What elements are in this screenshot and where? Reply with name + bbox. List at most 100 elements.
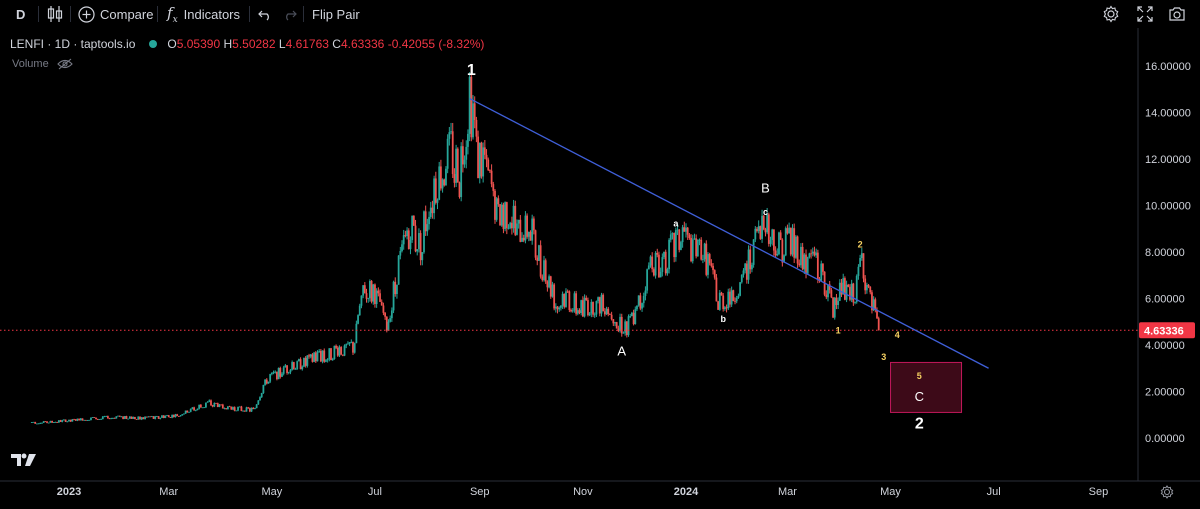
- candle-body: [671, 233, 674, 235]
- candle-body: [338, 347, 341, 356]
- target-zone[interactable]: [890, 361, 963, 413]
- candle-body: [850, 283, 853, 300]
- candle-body: [73, 419, 75, 421]
- candle-body: [328, 348, 331, 360]
- candle-body: [66, 421, 69, 423]
- candle-body: [95, 417, 97, 420]
- volume-legend[interactable]: Volume: [12, 58, 73, 70]
- candle-body: [489, 170, 491, 171]
- candle-body: [79, 418, 82, 421]
- candle-body: [291, 362, 294, 370]
- candle-body: [265, 379, 268, 384]
- candle-body: [407, 230, 410, 250]
- gear-icon[interactable]: [1102, 0, 1120, 28]
- candle-body: [463, 159, 466, 165]
- undo-icon[interactable]: [258, 0, 272, 28]
- candle-body: [306, 355, 309, 366]
- candle-body: [399, 250, 402, 256]
- candle-body: [656, 252, 659, 255]
- candle-body: [729, 291, 731, 305]
- price-tick-label: 4.00000: [1145, 340, 1185, 352]
- fullscreen-icon[interactable]: [1137, 0, 1153, 28]
- candle-body: [451, 131, 454, 175]
- candle-body: [161, 415, 163, 418]
- candle-body: [276, 371, 278, 380]
- candle-body: [568, 291, 571, 310]
- candle-body: [505, 202, 508, 229]
- candle-body: [494, 190, 496, 220]
- wave-label: 5: [917, 371, 922, 381]
- candle-body: [840, 282, 843, 295]
- redo-icon[interactable]: [283, 0, 297, 28]
- wave-label: 4: [895, 330, 900, 340]
- price-tick-label: 16.00000: [1145, 61, 1191, 73]
- candle-body: [69, 419, 72, 422]
- candle-body: [414, 225, 417, 252]
- candle-body: [245, 407, 248, 412]
- candle-body: [326, 359, 329, 361]
- candle-body: [539, 245, 542, 277]
- candle-body: [243, 410, 246, 412]
- candle-body: [46, 421, 48, 423]
- candle-body: [707, 254, 709, 275]
- camera-icon[interactable]: [1168, 0, 1186, 28]
- candle-body: [193, 407, 195, 411]
- indicators-button[interactable]: fx Indicators: [167, 0, 240, 28]
- candle-body: [598, 297, 601, 314]
- candle-body: [221, 404, 224, 409]
- indicators-label: Indicators: [183, 6, 241, 22]
- candle-body: [536, 257, 539, 261]
- candle-body: [336, 347, 339, 356]
- candle-body: [418, 233, 420, 250]
- candle-body: [458, 182, 461, 198]
- interval-button[interactable]: D: [16, 6, 26, 22]
- candle-body: [281, 373, 283, 377]
- candle-body: [183, 413, 185, 415]
- candle-body: [864, 278, 867, 291]
- candle-body: [379, 293, 381, 302]
- candle-body: [566, 291, 569, 293]
- candle-body: [277, 367, 280, 380]
- current-price-tag: [1139, 322, 1195, 339]
- time-tick-label: Mar: [159, 486, 178, 498]
- symbol-title[interactable]: LENFI · 1D · taptools.io: [10, 37, 136, 51]
- candle-body: [715, 277, 718, 302]
- open-value: 5.05390: [176, 37, 221, 51]
- eye-off-icon[interactable]: [56, 58, 73, 70]
- time-tick-label: Sep: [470, 486, 490, 498]
- flip-pair-button[interactable]: Flip Pair: [312, 6, 360, 22]
- chart-settings-icon[interactable]: [1160, 485, 1174, 499]
- candle-body: [353, 343, 356, 353]
- candle-body: [108, 418, 111, 420]
- candle-body: [510, 222, 513, 229]
- price-chart[interactable]: 1 Aa b Bc 1 2 3 4 5 C 2 16.00000 14.00000 12.00000 10…: [0, 28, 1200, 509]
- candle-body: [485, 154, 488, 160]
- candle-body: [757, 226, 760, 232]
- candle-body: [186, 410, 189, 413]
- candle-body: [627, 316, 630, 336]
- volume-label: Volume: [12, 58, 49, 70]
- candle-body: [810, 253, 812, 255]
- candle-body: [367, 298, 370, 300]
- candle-body: [167, 415, 170, 418]
- candle-body: [717, 301, 720, 310]
- candle-body: [257, 400, 260, 405]
- candle-body: [147, 416, 150, 418]
- candle-body: [556, 306, 559, 310]
- candle-body: [262, 384, 265, 393]
- candle-body: [428, 216, 430, 225]
- candle-body: [301, 366, 304, 370]
- candle-body: [166, 415, 168, 417]
- candle-body: [139, 416, 141, 420]
- candle-body: [860, 253, 863, 258]
- candles-icon[interactable]: [47, 0, 63, 28]
- candle-body: [647, 265, 650, 270]
- candle-body: [377, 290, 380, 294]
- tradingview-logo: [9, 451, 39, 471]
- trendline[interactable]: [469, 97, 989, 369]
- compare-button[interactable]: Compare: [78, 0, 153, 28]
- candle-body: [137, 416, 140, 420]
- candle-body: [309, 354, 312, 357]
- candle-body: [668, 239, 670, 270]
- candle-body: [41, 422, 43, 424]
